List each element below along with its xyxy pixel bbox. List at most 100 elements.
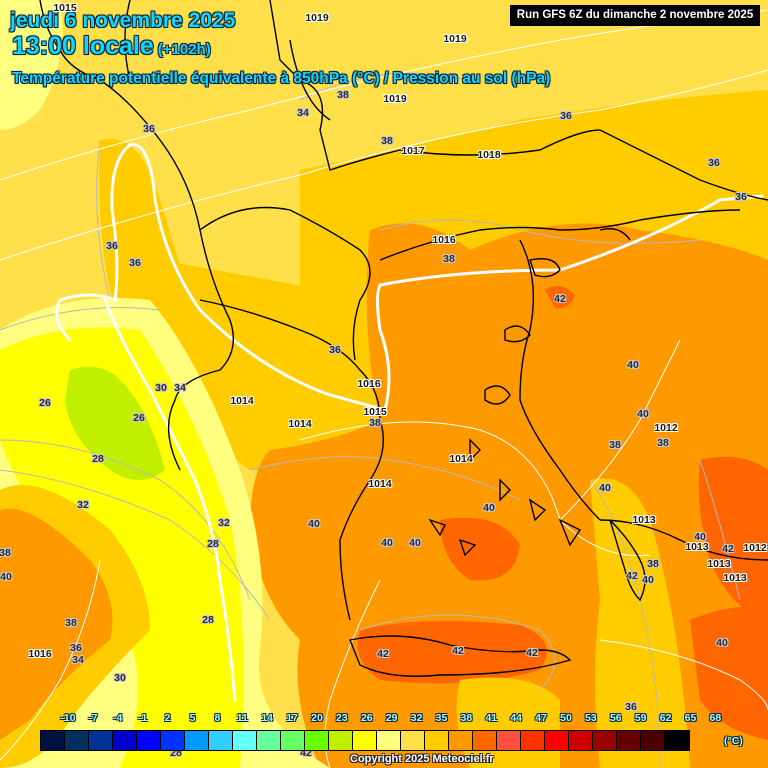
theta-e-label: 30 [114, 672, 126, 684]
theta-e-label: 40 [627, 359, 639, 371]
legend-tick: 5 [189, 712, 196, 724]
legend-tick: 11 [236, 712, 248, 724]
isobar-label: 1016 [357, 378, 381, 390]
theta-e-label: 36 [708, 157, 720, 169]
legend-tick: 65 [684, 712, 697, 724]
model-run-banner: Run GFS 6Z du dimanche 2 novembre 2025 [510, 5, 760, 26]
legend-tick: 50 [560, 712, 572, 724]
theta-e-label: 42 [452, 645, 464, 657]
legend-swatch [305, 731, 329, 750]
theta-e-label: 36 [560, 110, 572, 122]
forecast-date: jeudi 6 novembre 2025 [10, 9, 236, 32]
theta-e-label: 36 [106, 240, 118, 252]
legend-tick: 53 [585, 712, 597, 724]
theta-e-label: 40 [308, 518, 320, 530]
theta-e-label: 38 [369, 417, 381, 429]
theta-e-label: 30 [155, 382, 167, 394]
theta-e-label: 42 [526, 647, 538, 659]
legend-swatch [257, 731, 281, 750]
theta-e-label: 36 [625, 701, 637, 713]
theta-e-label: 42 [722, 543, 734, 555]
legend-swatch [353, 731, 377, 750]
theta-e-label: 38 [657, 437, 669, 449]
theta-e-label: 40 [694, 531, 706, 543]
legend-tick: -1 [138, 712, 148, 724]
isobar-label: 1012 [654, 422, 678, 434]
isobar-label: 1016 [432, 234, 456, 246]
theta-e-label: 32 [77, 499, 89, 511]
theta-e-label: 28 [207, 538, 219, 550]
theta-e-label: 38 [0, 547, 11, 559]
legend-swatch [161, 731, 185, 750]
legend-swatch [617, 731, 641, 750]
theta-e-label: 36 [70, 642, 82, 654]
legend-tick: 8 [214, 712, 221, 724]
theta-e-label: 38 [609, 439, 621, 451]
isobar-label: 1013 [723, 572, 747, 584]
isobar-label: 1017 [401, 145, 425, 157]
isobar-label: 1015 [53, 2, 77, 14]
isobar-label: 1018 [477, 149, 501, 161]
legend-swatch [521, 731, 545, 750]
theta-e-label: 36 [143, 123, 155, 135]
isobar-label: 1019 [305, 12, 329, 24]
theta-e-label: 40 [0, 571, 12, 583]
legend-tick: -4 [113, 712, 123, 724]
theta-e-label: 38 [443, 253, 455, 265]
isobar-label: 1012 [743, 542, 767, 554]
legend-swatch [545, 731, 569, 750]
isobar-label: 1016 [28, 648, 52, 660]
theta-e-label: 40 [483, 502, 495, 514]
theta-e-label: 28 [170, 747, 182, 759]
theta-e-label: 34 [297, 107, 309, 119]
parameter-title: Température potentielle équivalente à 85… [12, 70, 551, 87]
legend-tick: 44 [510, 712, 523, 724]
isobar-label: 1019 [383, 93, 407, 105]
legend-swatch [569, 731, 593, 750]
forecast-local-time: 13:00 locale [12, 32, 154, 60]
theta-e-label: 28 [202, 614, 214, 626]
isobar-label: 1013 [685, 541, 709, 553]
color-legend [40, 730, 690, 751]
legend-ticks: -10 -7 -4 -1 2 5 8 11 14 17 20 23 26 29 32 35 38 41 44 47 50… [0, 712, 768, 728]
legend-swatch [113, 731, 137, 750]
legend-swatch [41, 731, 65, 750]
legend-tick: 2 [164, 712, 171, 724]
legend-swatch [377, 731, 401, 750]
isobar-label: 1014 [449, 453, 473, 465]
theta-e-label: 42 [626, 570, 638, 582]
legend-swatch [641, 731, 665, 750]
theta-e-label: 26 [39, 397, 51, 409]
theta-e-label: 26 [133, 412, 145, 424]
legend-swatch [209, 731, 233, 750]
legend-tick: 47 [535, 712, 547, 724]
theta-e-label: 36 [129, 257, 141, 269]
legend-tick: 38 [460, 712, 473, 724]
theta-e-label: 28 [92, 453, 104, 465]
isobar-label: 1015 [363, 406, 387, 418]
legend-tick: 20 [311, 712, 323, 724]
isobar-label: 1014 [230, 395, 254, 407]
legend-swatch [65, 731, 89, 750]
theta-e-label: 38 [647, 558, 659, 570]
legend-tick: 29 [385, 712, 398, 724]
theta-e-label: 38 [337, 89, 349, 101]
legend-tick: 62 [659, 712, 672, 724]
legend-swatch [281, 731, 305, 750]
legend-swatch [593, 731, 617, 750]
legend-swatch [137, 731, 161, 750]
legend-tick: 26 [360, 712, 373, 724]
isobar-label: 1014 [288, 418, 312, 430]
legend-tick: -7 [88, 712, 98, 724]
theta-e-label: 40 [716, 637, 728, 649]
legend-tick: 23 [336, 712, 348, 724]
legend-tick: -10 [60, 712, 76, 724]
legend-tick: 14 [261, 712, 274, 724]
legend-tick: 35 [435, 712, 448, 724]
legend-tick: 17 [286, 712, 298, 724]
theta-e-label: 32 [218, 517, 230, 529]
legend-tick: 59 [634, 712, 647, 724]
legend-tick: 41 [485, 712, 498, 724]
theta-e-label: 42 [554, 293, 566, 305]
